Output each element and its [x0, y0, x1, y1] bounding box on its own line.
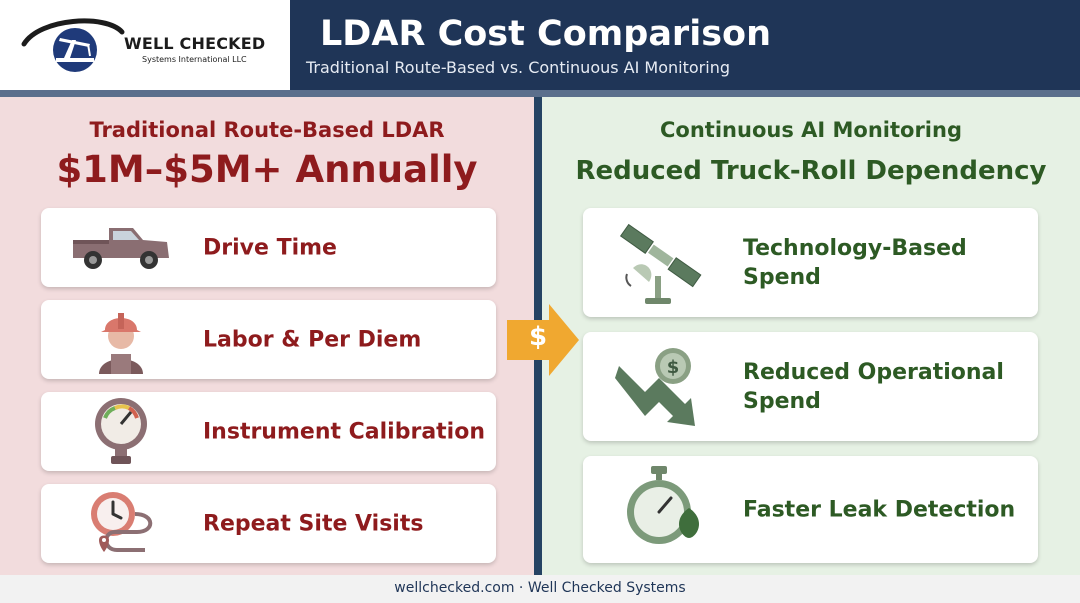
- dollar-arrow-icon: [507, 304, 579, 376]
- logo: WELL CHECKED Systems International LLC: [0, 0, 290, 90]
- logo-subtitle: Systems International LLC: [142, 55, 247, 64]
- falling-dollar-icon: $: [615, 348, 695, 426]
- oil-pump-logo-icon: [21, 18, 125, 72]
- card-label: Drive Time: [203, 235, 337, 260]
- card-label: Labor & Per Diem: [203, 327, 422, 352]
- card-label: Instrument Calibration: [203, 419, 486, 444]
- satellite-icon: [619, 223, 702, 304]
- card-label: Faster Leak Detection: [743, 497, 1016, 522]
- card-repeat-visits: Repeat Site Visits: [41, 484, 496, 563]
- card-leak-detection: Faster Leak Detection: [583, 456, 1038, 563]
- stopwatch-drop-icon: [627, 466, 699, 544]
- svg-text:$: $: [667, 357, 680, 378]
- traditional-cost: $1M–$5M+ Annually: [56, 148, 478, 191]
- continuous-heading: Continuous AI Monitoring: [660, 118, 962, 142]
- page-subtitle: Traditional Route-Based vs. Continuous A…: [306, 58, 730, 77]
- pickup-truck-icon: [73, 228, 169, 269]
- card-calibration: Instrument Calibration: [41, 392, 496, 471]
- clock-route-icon: [91, 492, 153, 552]
- arrow-dollar-symbol: $: [528, 322, 548, 352]
- card-label: Reduced Operational Spend: [743, 359, 1004, 414]
- footer-text: wellchecked.com · Well Checked Systems: [394, 580, 686, 596]
- card-operational-spend: $ Reduced Operational Spend: [583, 332, 1038, 441]
- card-labor: Labor & Per Diem: [41, 300, 496, 379]
- card-label: Technology-Based Spend: [743, 235, 967, 290]
- traditional-heading: Traditional Route-Based LDAR: [89, 118, 445, 142]
- pressure-gauge-icon: [95, 398, 147, 464]
- card-technology-spend: Technology-Based Spend: [583, 208, 1038, 317]
- continuous-subheading: Reduced Truck-Roll Dependency: [575, 156, 1047, 186]
- page-title: LDAR Cost Comparison: [320, 14, 771, 54]
- logo-name: WELL CHECKED: [124, 34, 266, 53]
- footer-bar: [0, 575, 1080, 603]
- worker-hardhat-icon: [99, 313, 143, 374]
- card-label: Repeat Site Visits: [203, 511, 424, 536]
- card-drive-time: Drive Time: [41, 208, 496, 287]
- header-divider: [0, 90, 1080, 97]
